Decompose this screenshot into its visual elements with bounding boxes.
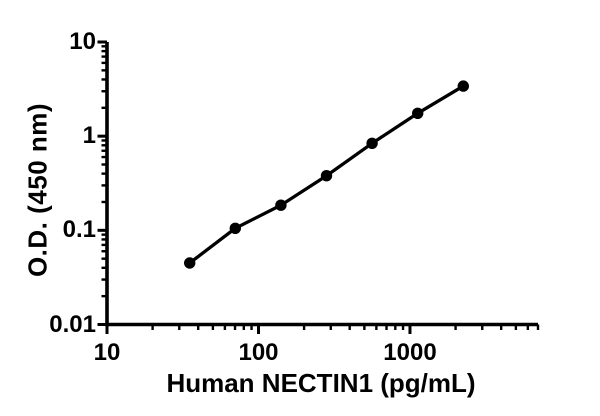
x-tick-label-1000: 1000 [383, 339, 437, 366]
y-tick-label-1: 1 [82, 122, 96, 150]
y-tick-label-0.1: 0.1 [62, 216, 96, 244]
y-axis-title: O.D. (450 nm) [22, 102, 53, 278]
axis-frame [105, 42, 538, 327]
y-tick-label-10: 10 [69, 28, 96, 55]
x-tick-label-100: 100 [238, 339, 279, 366]
x-tick-label-10: 10 [93, 339, 121, 366]
data-point-7 [457, 80, 469, 92]
y-tick-label-0.01: 0.01 [49, 310, 96, 338]
data-point-5 [366, 137, 378, 149]
x-axis-title: Human NECTIN1 (pg/mL) [166, 368, 476, 398]
data-point-6 [412, 107, 424, 120]
data-point-2 [229, 222, 241, 234]
data-point-4 [320, 170, 333, 182]
data-point-3 [275, 199, 287, 211]
data-point-1 [184, 257, 196, 269]
